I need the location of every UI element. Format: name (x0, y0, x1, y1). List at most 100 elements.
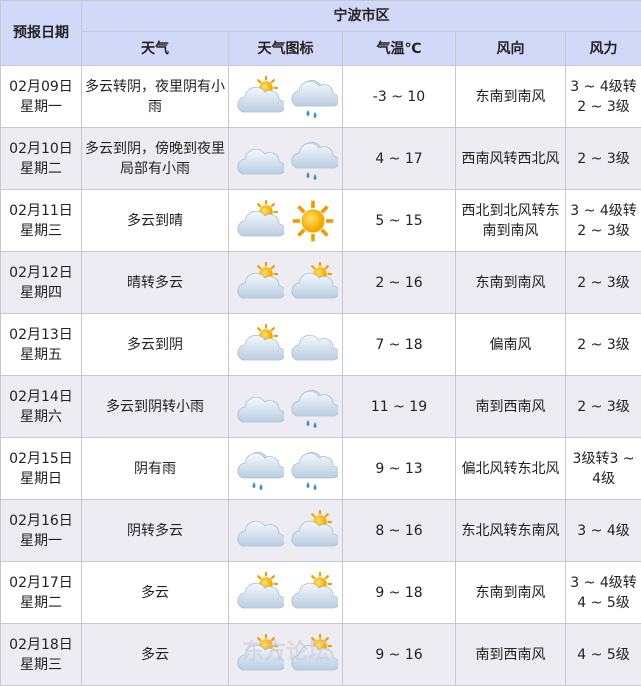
date-cell: 02月10日星期二 (1, 128, 82, 190)
date-text: 02月15日 (3, 449, 79, 469)
temperature-cell: 4 ~ 17 (343, 128, 456, 190)
weekday-text: 星期四 (3, 283, 79, 303)
table-row: 02月15日星期日 阴有雨 9 ~ 13 偏北风转东北风 3级转3 ~ 4级 (1, 438, 641, 500)
temperature-cell: 9 ~ 16 (343, 624, 456, 686)
weather-cell: 阴有雨 (82, 438, 229, 500)
weekday-text: 星期三 (3, 221, 79, 241)
date-text: 02月09日 (3, 77, 79, 97)
date-text: 02月18日 (3, 635, 79, 655)
cloudy-icon (234, 136, 284, 182)
sun-icon (288, 198, 338, 244)
partly-cloudy-icon (234, 632, 284, 678)
table-row: 02月11日星期三 多云到晴 5 ~ 15 西北到北风转东南到南风 3 ~ 4级… (1, 190, 641, 252)
partly-cloudy-icon (234, 74, 284, 120)
table-row: 02月18日星期三 多云 9 ~ 16 南到西南风 4 ~ 5级 (1, 624, 641, 686)
table-row: 02月17日星期二 多云 9 ~ 18 东南到南风 3 ~ 4级转4 ~ 5级 (1, 562, 641, 624)
date-cell: 02月15日星期日 (1, 438, 82, 500)
column-header-1: 天气图标 (229, 32, 343, 66)
table-row: 02月09日星期一 多云转阴，夜里阴有小雨 -3 ~ 10 东南到南风 3 ~ … (1, 66, 641, 128)
date-cell: 02月13日星期五 (1, 314, 82, 376)
wind-force-cell: 3 ~ 4级转4 ~ 5级 (566, 562, 641, 624)
weekday-text: 星期二 (3, 159, 79, 179)
date-text: 02月17日 (3, 573, 79, 593)
temperature-cell: 11 ~ 19 (343, 376, 456, 438)
temperature-cell: 2 ~ 16 (343, 252, 456, 314)
wind-force-cell: 3 ~ 4级转2 ~ 3级 (566, 190, 641, 252)
wind-direction-cell: 偏北风转东北风 (456, 438, 566, 500)
date-column-header: 预报日期 (1, 1, 82, 66)
date-text: 02月13日 (3, 325, 79, 345)
table-row: 02月10日星期二 多云到阴，傍晚到夜里局部有小雨 4 ~ 17 西南风转西北风… (1, 128, 641, 190)
weather-icons-cell (229, 66, 343, 128)
wind-direction-cell: 东南到南风 (456, 66, 566, 128)
partly-cloudy-icon (234, 260, 284, 306)
wind-direction-cell: 西北到北风转东南到南风 (456, 190, 566, 252)
rain-icon (288, 446, 338, 492)
partly-cloudy-icon (234, 570, 284, 616)
date-cell: 02月09日星期一 (1, 66, 82, 128)
wind-direction-cell: 南到西南风 (456, 624, 566, 686)
wind-direction-cell: 东北风转东南风 (456, 500, 566, 562)
date-text: 02月12日 (3, 263, 79, 283)
date-cell: 02月14日星期六 (1, 376, 82, 438)
wind-force-cell: 3 ~ 4级 (566, 500, 641, 562)
wind-force-cell: 3 ~ 4级转2 ~ 3级 (566, 66, 641, 128)
temperature-cell: 8 ~ 16 (343, 500, 456, 562)
date-text: 02月11日 (3, 201, 79, 221)
weather-icons-cell (229, 252, 343, 314)
rain-icon (234, 446, 284, 492)
weekday-text: 星期六 (3, 407, 79, 427)
temperature-cell: 9 ~ 18 (343, 562, 456, 624)
table-row: 02月12日星期四 晴转多云 2 ~ 16 东南到南风 2 ~ 3级 (1, 252, 641, 314)
wind-force-cell: 3级转3 ~ 4级 (566, 438, 641, 500)
wind-direction-cell: 东南到南风 (456, 562, 566, 624)
date-text: 02月16日 (3, 511, 79, 531)
wind-force-cell: 4 ~ 5级 (566, 624, 641, 686)
wind-direction-cell: 偏南风 (456, 314, 566, 376)
weekday-text: 星期二 (3, 593, 79, 613)
partly-cloudy-icon (288, 570, 338, 616)
partly-cloudy-icon (234, 322, 284, 368)
date-cell: 02月11日星期三 (1, 190, 82, 252)
wind-direction-cell: 东南到南风 (456, 252, 566, 314)
weather-cell: 多云到晴 (82, 190, 229, 252)
weather-icons-cell (229, 438, 343, 500)
wind-direction-cell: 南到西南风 (456, 376, 566, 438)
date-cell: 02月17日星期二 (1, 562, 82, 624)
weather-cell: 多云到阴转小雨 (82, 376, 229, 438)
weather-icons-cell (229, 624, 343, 686)
wind-force-cell: 2 ~ 3级 (566, 252, 641, 314)
partly-cloudy-icon (288, 508, 338, 554)
date-text: 02月10日 (3, 139, 79, 159)
table-row: 02月16日星期一 阴转多云 8 ~ 16 东北风转东南风 3 ~ 4级 (1, 500, 641, 562)
column-header-3: 风向 (456, 32, 566, 66)
weather-cell: 多云到阴 (82, 314, 229, 376)
temperature-cell: 9 ~ 13 (343, 438, 456, 500)
table-row: 02月13日星期五 多云到阴 7 ~ 18 偏南风 2 ~ 3级 (1, 314, 641, 376)
temperature-cell: -3 ~ 10 (343, 66, 456, 128)
wind-force-cell: 2 ~ 3级 (566, 376, 641, 438)
weekday-text: 星期日 (3, 469, 79, 489)
weather-cell: 晴转多云 (82, 252, 229, 314)
weekday-text: 星期三 (3, 655, 79, 675)
date-cell: 02月16日星期一 (1, 500, 82, 562)
date-cell: 02月18日星期三 (1, 624, 82, 686)
weekday-text: 星期一 (3, 97, 79, 117)
weather-icons-cell (229, 500, 343, 562)
partly-cloudy-icon (288, 260, 338, 306)
wind-direction-cell: 西南风转西北风 (456, 128, 566, 190)
temperature-cell: 7 ~ 18 (343, 314, 456, 376)
weather-cell: 多云到阴，傍晚到夜里局部有小雨 (82, 128, 229, 190)
cloudy-icon (234, 508, 284, 554)
weather-cell: 阴转多云 (82, 500, 229, 562)
cloudy-icon (234, 384, 284, 430)
column-header-4: 风力 (566, 32, 641, 66)
cloudy-icon (288, 322, 338, 368)
rain-icon (288, 136, 338, 182)
temperature-cell: 5 ~ 15 (343, 190, 456, 252)
weekday-text: 星期五 (3, 345, 79, 365)
column-header-2: 气温℃ (343, 32, 456, 66)
weather-icons-cell (229, 128, 343, 190)
wind-force-cell: 2 ~ 3级 (566, 128, 641, 190)
partly-cloudy-icon (234, 198, 284, 244)
